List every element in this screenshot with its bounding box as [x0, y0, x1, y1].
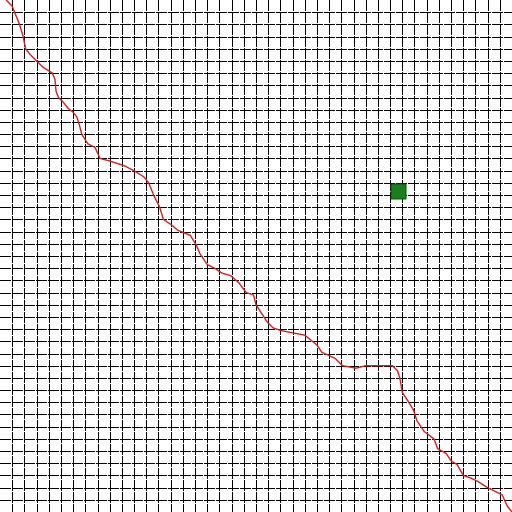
player-path: [5, 0, 512, 512]
target-cell[interactable]: [390, 183, 407, 200]
